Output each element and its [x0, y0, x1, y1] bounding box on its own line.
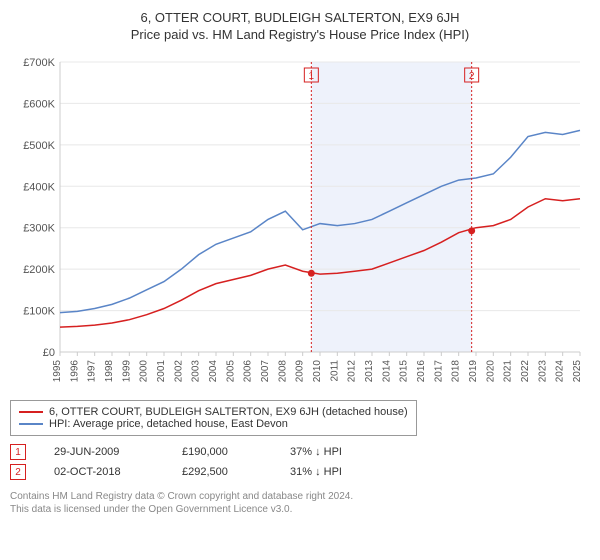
svg-text:2015: 2015	[399, 360, 410, 383]
legend-row-1: 6, OTTER COURT, BUDLEIGH SALTERTON, EX9 …	[19, 406, 408, 418]
sale-marker-2: 2	[10, 464, 26, 480]
svg-text:2022: 2022	[520, 360, 531, 383]
svg-text:2001: 2001	[156, 360, 167, 383]
svg-text:2021: 2021	[503, 360, 514, 383]
svg-text:1995: 1995	[52, 360, 63, 383]
svg-text:1997: 1997	[87, 360, 98, 383]
svg-text:2013: 2013	[364, 360, 375, 383]
title-line-1: 6, OTTER COURT, BUDLEIGH SALTERTON, EX9 …	[10, 10, 590, 25]
svg-text:2002: 2002	[173, 360, 184, 383]
svg-text:£700K: £700K	[23, 57, 55, 69]
legend-row-2: HPI: Average price, detached house, East…	[19, 418, 408, 430]
svg-text:2024: 2024	[555, 360, 566, 383]
svg-text:2025: 2025	[572, 360, 583, 383]
svg-text:2019: 2019	[468, 360, 479, 383]
svg-text:2010: 2010	[312, 360, 323, 383]
svg-text:£300K: £300K	[23, 223, 55, 235]
sale-date-1: 29-JUN-2009	[54, 446, 154, 458]
footer-line-2: This data is licensed under the Open Gov…	[10, 503, 590, 516]
sale-row-1: 1 29-JUN-2009 £190,000 37% ↓ HPI	[10, 444, 590, 460]
legend-swatch-hpi	[19, 423, 43, 425]
legend-label-hpi: HPI: Average price, detached house, East…	[49, 418, 288, 430]
svg-text:2017: 2017	[433, 360, 444, 383]
sale-price-1: £190,000	[182, 446, 262, 458]
svg-text:2011: 2011	[329, 360, 340, 382]
svg-text:2009: 2009	[295, 360, 306, 383]
svg-text:2014: 2014	[381, 360, 392, 383]
svg-text:£100K: £100K	[23, 306, 55, 318]
footer: Contains HM Land Registry data © Crown c…	[10, 490, 590, 516]
price-chart: £0 £100K £200K £300K £400K £500K £600K £700K 199…	[10, 52, 590, 392]
svg-text:2016: 2016	[416, 360, 427, 383]
svg-text:2020: 2020	[485, 360, 496, 383]
footer-line-1: Contains HM Land Registry data © Crown c…	[10, 490, 590, 503]
sale-delta-2: 31% ↓ HPI	[290, 466, 390, 478]
sale-marker-1: 1	[10, 444, 26, 460]
svg-text:2008: 2008	[277, 360, 288, 383]
svg-text:2003: 2003	[191, 360, 202, 383]
svg-text:£200K: £200K	[23, 264, 55, 276]
svg-text:1: 1	[309, 71, 315, 82]
legend-box: 6, OTTER COURT, BUDLEIGH SALTERTON, EX9 …	[10, 400, 417, 436]
svg-text:2006: 2006	[243, 360, 254, 383]
svg-text:2023: 2023	[537, 360, 548, 383]
sales-table: 1 29-JUN-2009 £190,000 37% ↓ HPI 2 02-OC…	[10, 444, 590, 480]
svg-text:2000: 2000	[139, 360, 150, 383]
sale-row-2: 2 02-OCT-2018 £292,500 31% ↓ HPI	[10, 464, 590, 480]
svg-text:2: 2	[469, 71, 475, 82]
svg-text:2012: 2012	[347, 360, 358, 383]
svg-text:1998: 1998	[104, 360, 115, 383]
svg-text:£600K: £600K	[23, 98, 55, 110]
legend-label-property: 6, OTTER COURT, BUDLEIGH SALTERTON, EX9 …	[49, 406, 408, 418]
svg-text:£400K: £400K	[23, 181, 55, 193]
svg-text:1996: 1996	[69, 360, 80, 383]
legend-swatch-property	[19, 411, 43, 413]
svg-text:2004: 2004	[208, 360, 219, 383]
title-line-2: Price paid vs. HM Land Registry's House …	[10, 27, 590, 42]
sale-price-2: £292,500	[182, 466, 262, 478]
svg-text:£0: £0	[43, 347, 55, 359]
chart-container: £0 £100K £200K £300K £400K £500K £600K £700K 199…	[10, 52, 590, 392]
svg-text:2018: 2018	[451, 360, 462, 383]
sale-delta-1: 37% ↓ HPI	[290, 446, 390, 458]
svg-text:1999: 1999	[121, 360, 132, 383]
svg-text:2005: 2005	[225, 360, 236, 383]
svg-text:£500K: £500K	[23, 140, 55, 152]
sale-date-2: 02-OCT-2018	[54, 466, 154, 478]
svg-text:2007: 2007	[260, 360, 271, 383]
